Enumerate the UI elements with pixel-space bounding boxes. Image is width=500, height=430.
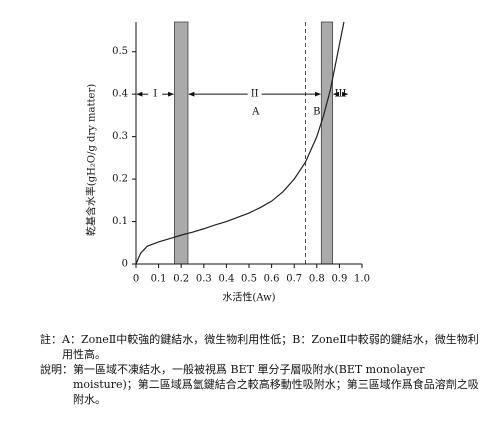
x-tick-label: 0.1: [151, 274, 167, 285]
y-axis-label: 乾基含水率(gH₂O/g dry matter): [85, 84, 98, 236]
x-tick-label: 0.4: [218, 274, 234, 285]
x-tick-label: 0.6: [264, 274, 280, 285]
y-tick-label: 0.3: [112, 131, 128, 142]
x-axis-label: 水活性(Aw): [222, 291, 275, 304]
x-tick-label: 0.3: [196, 274, 212, 285]
x-tick-label: 0.2: [173, 274, 189, 285]
x-tick-label: 1.0: [354, 274, 370, 285]
y-tick-label: 0.4: [112, 89, 128, 100]
shaded-band: [320, 21, 334, 265]
x-tick-label: 0.7: [286, 274, 302, 285]
x-tick-label: 0: [133, 274, 139, 285]
point-label: B: [313, 107, 320, 118]
y-tick-label: 0: [122, 259, 128, 270]
point-label: A: [251, 107, 260, 118]
note: 說明： 第一區域不凍結水，一般被視爲 BET 單分子層吸附水(BET monola…: [40, 362, 480, 407]
y-tick-label: 0.5: [112, 46, 128, 57]
note-text: 第一區域不凍結水，一般被視爲 BET 單分子層吸附水(BET monolayer…: [73, 363, 479, 406]
shaded-band: [174, 21, 189, 265]
zone-label: II: [251, 89, 259, 100]
chart: 水活性(Aw) 乾基含水率(gH₂O/g dry matter) 0 0.1 0.2…: [85, 21, 370, 304]
sorption-curve: [135, 21, 345, 265]
note-label: 說明：: [40, 363, 73, 376]
x-tick-label: 0.8: [309, 274, 325, 285]
x-tick-label: 0.5: [241, 274, 257, 285]
y-tick-label: 0.2: [112, 174, 128, 185]
note-text: A：ZoneⅡ中較強的鍵結水，微生物利用性低；B：ZoneⅡ中較弱的鍵結水，微生…: [62, 333, 479, 361]
note: 註： A：ZoneⅡ中較強的鍵結水，微生物利用性低；B：ZoneⅡ中較弱的鍵結水，…: [40, 332, 480, 362]
zone-label: I: [153, 89, 157, 100]
notes: 註： A：ZoneⅡ中較強的鍵結水，微生物利用性低；B：ZoneⅡ中較弱的鍵結水，…: [40, 332, 480, 407]
x-tick-label: 0.9: [331, 274, 347, 285]
y-tick-label: 0.1: [112, 216, 128, 227]
note-label: 註：: [40, 333, 62, 346]
zone-label: III: [335, 89, 347, 100]
